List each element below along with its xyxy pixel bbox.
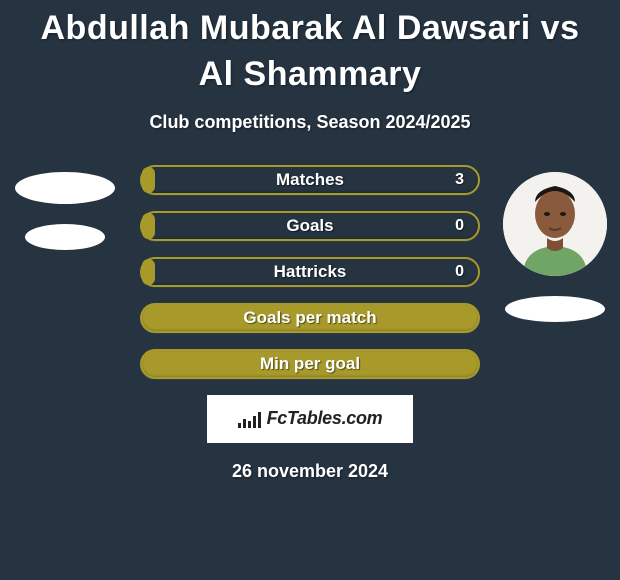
stat-label: Hattricks xyxy=(274,262,347,282)
stat-bar-fill xyxy=(142,167,155,193)
stat-label: Min per goal xyxy=(260,354,360,374)
stat-row: Goals 0 xyxy=(0,211,620,241)
stat-row: Goals per match xyxy=(0,303,620,333)
date-label: 26 november 2024 xyxy=(0,461,620,482)
page-title: Abdullah Mubarak Al Dawsari vs Al Shamma… xyxy=(0,0,620,98)
stat-bar: Goals 0 xyxy=(140,211,480,241)
stat-bar: Min per goal xyxy=(140,349,480,379)
stat-label: Goals xyxy=(286,216,333,236)
stat-row: Hattricks 0 xyxy=(0,257,620,287)
stat-right-value: 3 xyxy=(455,171,464,189)
stat-right-value: 0 xyxy=(455,263,464,281)
stat-label: Matches xyxy=(276,170,344,190)
stat-row: Min per goal xyxy=(0,349,620,379)
stat-bar: Hattricks 0 xyxy=(140,257,480,287)
brand-text: FcTables.com xyxy=(267,408,383,429)
stat-right-value: 0 xyxy=(455,217,464,235)
stat-bar: Matches 3 xyxy=(140,165,480,195)
stats-list: Matches 3 Goals 0 Hattricks 0 Goals per match M… xyxy=(0,165,620,379)
subtitle: Club competitions, Season 2024/2025 xyxy=(0,112,620,133)
stat-row: Matches 3 xyxy=(0,165,620,195)
stat-bar-fill xyxy=(142,213,155,239)
brand-badge: FcTables.com xyxy=(207,395,413,443)
stat-bar: Goals per match xyxy=(140,303,480,333)
barchart-icon xyxy=(238,410,261,428)
stat-label: Goals per match xyxy=(243,308,376,328)
stat-bar-fill xyxy=(142,259,155,285)
